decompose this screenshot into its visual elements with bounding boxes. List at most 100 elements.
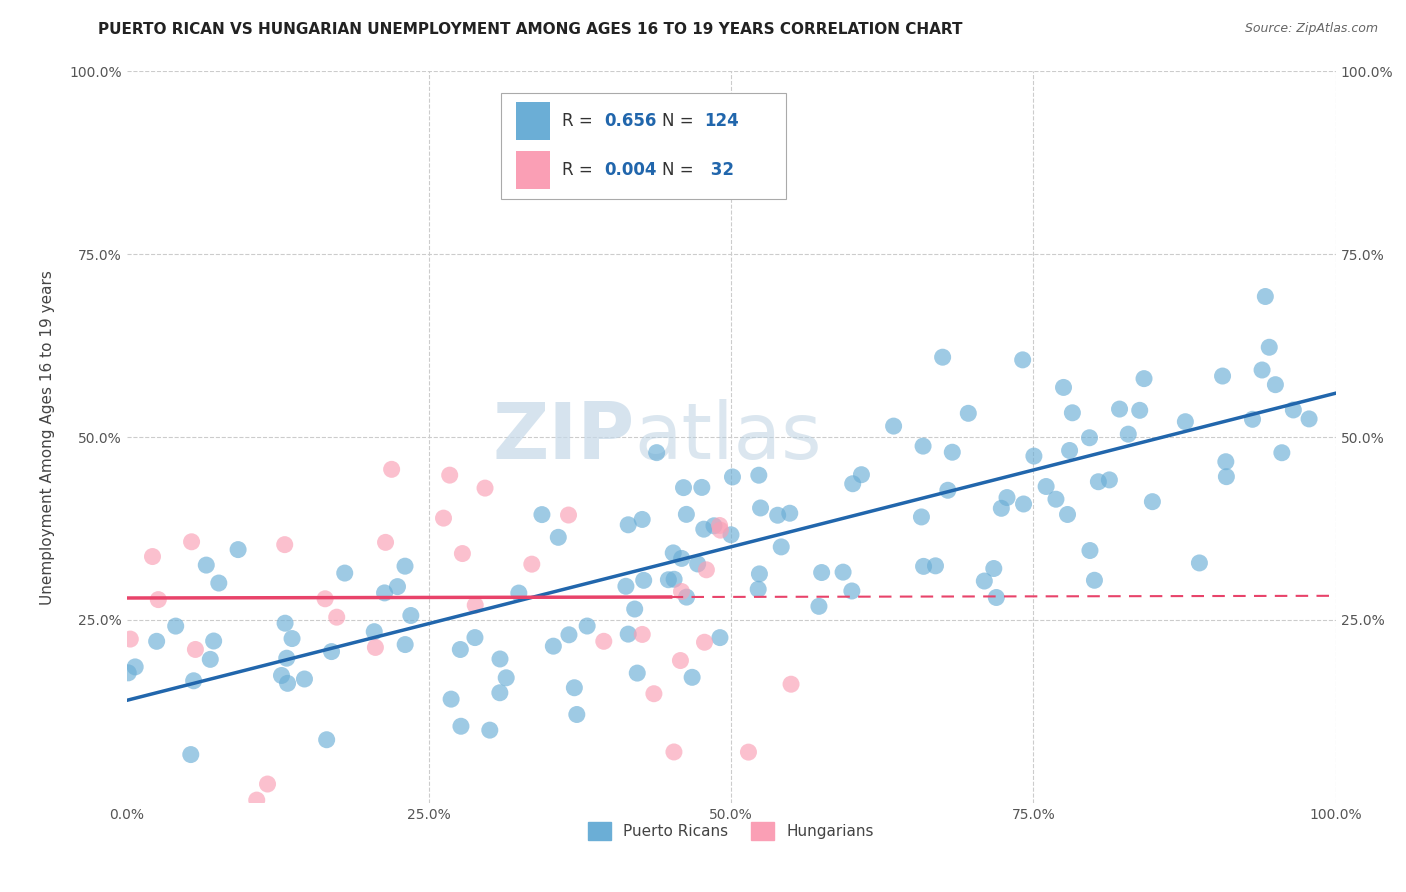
Text: 0.656: 0.656 bbox=[605, 112, 657, 130]
Point bbox=[675, 508, 697, 522]
Point bbox=[1022, 449, 1045, 463]
Point bbox=[399, 608, 422, 623]
Point bbox=[387, 580, 409, 594]
Point bbox=[1045, 492, 1067, 507]
Text: N =: N = bbox=[662, 161, 699, 179]
Text: 32: 32 bbox=[704, 161, 734, 179]
Point bbox=[117, 665, 139, 680]
Point bbox=[1174, 415, 1197, 429]
Point bbox=[374, 586, 396, 600]
Point bbox=[183, 673, 205, 688]
Point bbox=[810, 566, 832, 580]
Point bbox=[547, 530, 569, 544]
Point bbox=[273, 538, 295, 552]
Point bbox=[184, 642, 207, 657]
Point bbox=[695, 563, 717, 577]
Point bbox=[274, 616, 297, 631]
Point bbox=[394, 559, 416, 574]
Point bbox=[737, 745, 759, 759]
Point bbox=[910, 510, 932, 524]
Point bbox=[226, 542, 249, 557]
Point bbox=[626, 666, 648, 681]
Text: 124: 124 bbox=[704, 112, 740, 130]
Point bbox=[315, 732, 337, 747]
Text: 0.004: 0.004 bbox=[605, 161, 657, 179]
Point bbox=[180, 534, 202, 549]
Point bbox=[325, 610, 347, 624]
Point bbox=[256, 777, 278, 791]
Point bbox=[277, 676, 299, 690]
Point bbox=[614, 579, 637, 593]
Point bbox=[381, 462, 404, 476]
Point bbox=[662, 572, 685, 586]
Point bbox=[675, 590, 697, 604]
Point bbox=[1012, 497, 1035, 511]
Point bbox=[478, 723, 501, 738]
Point bbox=[690, 480, 713, 494]
Point bbox=[643, 687, 665, 701]
Text: R =: R = bbox=[562, 161, 598, 179]
Point bbox=[1011, 352, 1033, 367]
Point bbox=[672, 481, 695, 495]
Point bbox=[747, 582, 769, 597]
Point bbox=[883, 419, 905, 434]
Point bbox=[592, 634, 614, 648]
Point bbox=[770, 540, 793, 554]
FancyBboxPatch shape bbox=[516, 151, 550, 189]
Text: PUERTO RICAN VS HUNGARIAN UNEMPLOYMENT AMONG AGES 16 TO 19 YEARS CORRELATION CHA: PUERTO RICAN VS HUNGARIAN UNEMPLOYMENT A… bbox=[98, 22, 963, 37]
Point bbox=[449, 642, 471, 657]
Text: N =: N = bbox=[662, 112, 699, 130]
Point bbox=[1241, 412, 1264, 426]
Text: R =: R = bbox=[562, 112, 598, 130]
Point bbox=[645, 445, 668, 459]
Point bbox=[693, 635, 716, 649]
Point bbox=[464, 631, 486, 645]
Point bbox=[779, 506, 801, 520]
Point bbox=[1129, 403, 1152, 417]
Point bbox=[314, 591, 336, 606]
Legend: Puerto Ricans, Hungarians: Puerto Ricans, Hungarians bbox=[582, 815, 880, 847]
Point bbox=[1251, 363, 1274, 377]
Point bbox=[1188, 556, 1211, 570]
Point bbox=[474, 481, 496, 495]
Point bbox=[576, 619, 599, 633]
Point bbox=[957, 406, 980, 420]
Point bbox=[686, 557, 709, 571]
Point bbox=[986, 591, 1008, 605]
Point bbox=[671, 551, 693, 566]
Point bbox=[941, 445, 963, 459]
Text: atlas: atlas bbox=[634, 399, 823, 475]
Point bbox=[631, 512, 654, 526]
Point bbox=[1078, 431, 1101, 445]
FancyBboxPatch shape bbox=[516, 102, 550, 140]
Point bbox=[208, 576, 231, 591]
Text: Source: ZipAtlas.com: Source: ZipAtlas.com bbox=[1244, 22, 1378, 36]
Point bbox=[364, 640, 387, 655]
Point bbox=[489, 686, 512, 700]
Point bbox=[832, 565, 855, 579]
Point bbox=[669, 654, 692, 668]
Point bbox=[530, 508, 553, 522]
Point bbox=[333, 566, 356, 580]
Point bbox=[180, 747, 202, 762]
Point bbox=[709, 523, 731, 537]
Point bbox=[1052, 380, 1074, 394]
Point bbox=[565, 707, 588, 722]
Point bbox=[246, 793, 269, 807]
Point bbox=[1116, 427, 1139, 442]
Point bbox=[165, 619, 187, 633]
Point bbox=[200, 652, 222, 666]
Point bbox=[1142, 494, 1164, 508]
Point bbox=[557, 508, 579, 522]
Point bbox=[693, 522, 716, 536]
Point bbox=[841, 584, 863, 599]
Point bbox=[321, 644, 343, 658]
Point bbox=[440, 692, 463, 706]
Point bbox=[145, 634, 167, 648]
Point bbox=[1098, 473, 1121, 487]
Point bbox=[780, 677, 803, 691]
Point bbox=[489, 652, 512, 666]
Point bbox=[671, 584, 693, 599]
Point bbox=[432, 511, 454, 525]
Point bbox=[464, 598, 486, 612]
